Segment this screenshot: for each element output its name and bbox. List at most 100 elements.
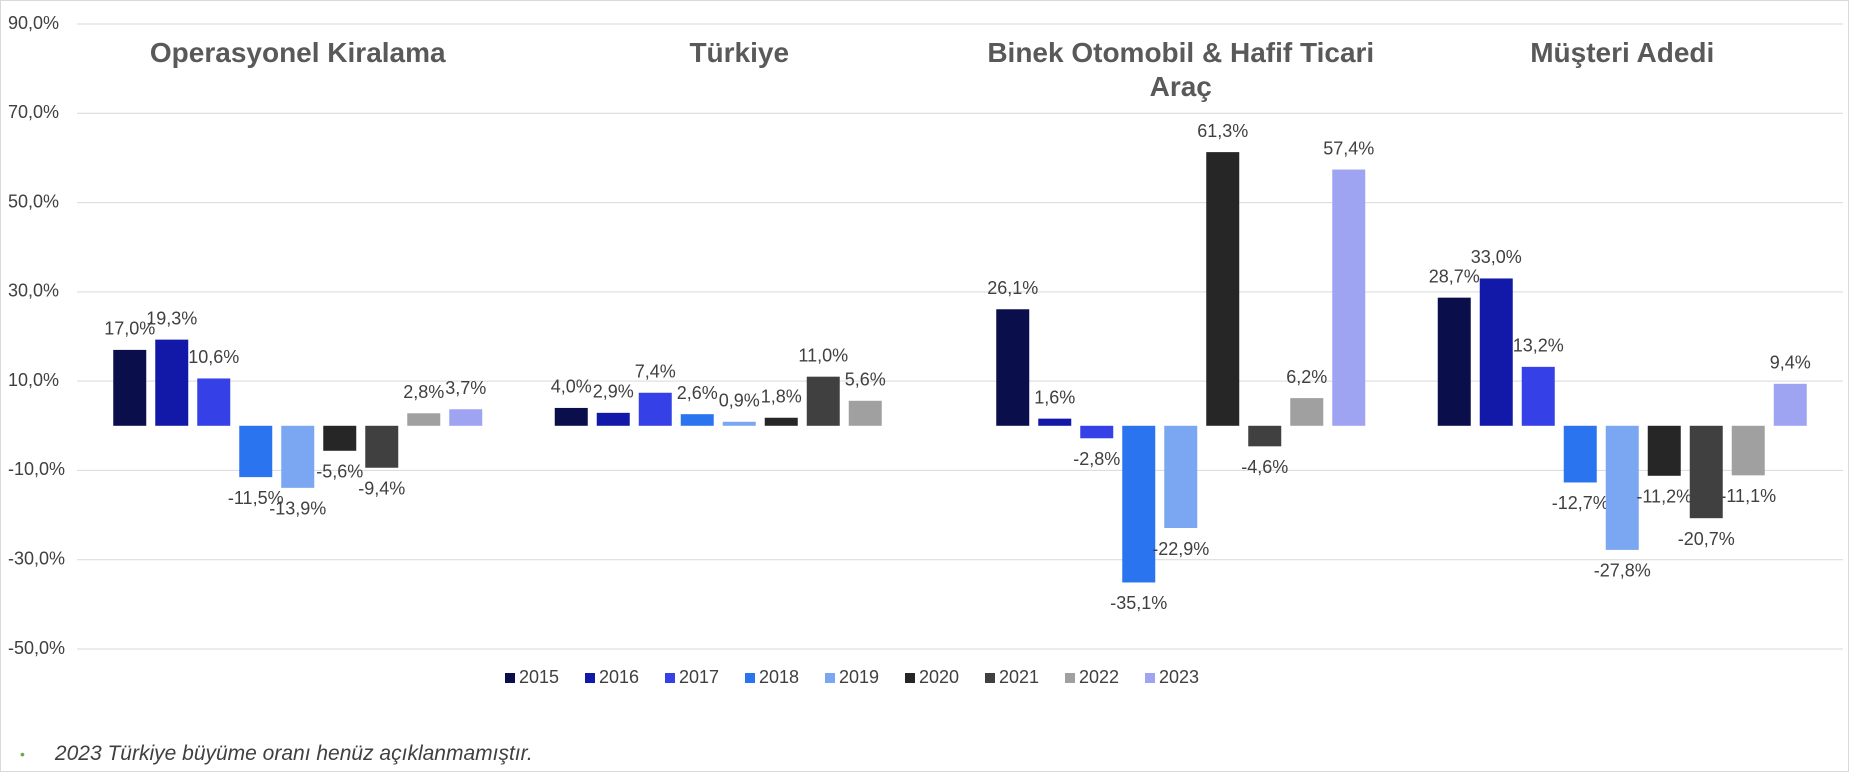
bar bbox=[365, 425, 399, 468]
y-tick-label: 30,0% bbox=[8, 281, 59, 301]
data-label: 33,0% bbox=[1471, 247, 1522, 267]
legend-swatch bbox=[665, 673, 675, 683]
bar bbox=[1521, 366, 1555, 426]
legend-swatch bbox=[905, 673, 915, 683]
data-label: -27,8% bbox=[1594, 561, 1651, 581]
y-tick-label: 90,0% bbox=[8, 13, 59, 33]
legend-swatch bbox=[1145, 673, 1155, 683]
y-tick-label: 50,0% bbox=[8, 191, 59, 211]
note-text: 2023 Türkiye büyüme oranı henüz açıklanm… bbox=[54, 742, 533, 765]
bar bbox=[596, 412, 630, 426]
data-label: 19,3% bbox=[146, 308, 197, 328]
data-label: -13,9% bbox=[269, 499, 326, 519]
bar bbox=[638, 392, 672, 426]
bar bbox=[281, 425, 315, 488]
group-title: Müşteri Adedi bbox=[1530, 37, 1715, 68]
data-label: 1,8% bbox=[761, 387, 802, 407]
bar bbox=[1038, 418, 1072, 426]
legend-label: 2017 bbox=[679, 667, 719, 687]
data-label: 61,3% bbox=[1197, 121, 1248, 141]
bar bbox=[680, 414, 714, 426]
bar bbox=[1164, 425, 1198, 529]
data-label: -20,7% bbox=[1678, 529, 1735, 549]
legend-swatch bbox=[745, 673, 755, 683]
data-label: 3,7% bbox=[445, 378, 486, 398]
bar bbox=[1563, 425, 1597, 483]
legend-label: 2020 bbox=[919, 667, 959, 687]
y-tick-label: 70,0% bbox=[8, 102, 59, 122]
y-tick-label: 10,0% bbox=[8, 370, 59, 390]
bar bbox=[848, 400, 882, 426]
bar bbox=[1773, 383, 1807, 426]
data-label: 2,9% bbox=[593, 382, 634, 402]
data-label: 0,9% bbox=[719, 391, 760, 411]
data-label: -4,6% bbox=[1241, 457, 1288, 477]
bar bbox=[1290, 398, 1324, 426]
bar bbox=[1731, 425, 1765, 476]
legend-label: 2016 bbox=[599, 667, 639, 687]
bar bbox=[554, 407, 588, 426]
bar bbox=[1332, 169, 1366, 426]
data-label: 5,6% bbox=[845, 370, 886, 390]
data-label: -35,1% bbox=[1110, 593, 1167, 613]
bar bbox=[1689, 425, 1723, 519]
data-label: 26,1% bbox=[987, 278, 1038, 298]
bar bbox=[449, 409, 483, 426]
data-label: 17,0% bbox=[104, 319, 155, 339]
data-label: 4,0% bbox=[551, 377, 592, 397]
legend-label: 2022 bbox=[1079, 667, 1119, 687]
data-label: 10,6% bbox=[188, 347, 239, 367]
bar bbox=[239, 425, 273, 478]
bar bbox=[764, 417, 798, 426]
bar bbox=[1206, 152, 1240, 426]
bar bbox=[1479, 278, 1513, 426]
bar bbox=[806, 376, 840, 426]
bar bbox=[323, 425, 357, 451]
bar bbox=[113, 349, 147, 426]
bar bbox=[407, 413, 441, 426]
bar bbox=[1080, 425, 1114, 439]
data-label: 57,4% bbox=[1323, 138, 1374, 158]
group-title: Operasyonel Kiralama bbox=[149, 37, 446, 68]
legend-label: 2018 bbox=[759, 667, 799, 687]
footnote: • 2023 Türkiye büyüme oranı henüz açıklan… bbox=[20, 742, 533, 766]
data-label: 11,0% bbox=[798, 345, 848, 365]
bar bbox=[1605, 425, 1639, 550]
bar bbox=[722, 421, 756, 426]
legend-swatch bbox=[505, 673, 515, 683]
legend-swatch bbox=[985, 673, 995, 683]
data-label: -12,7% bbox=[1552, 493, 1609, 513]
data-label: -5,6% bbox=[316, 462, 363, 482]
legend-label: 2023 bbox=[1159, 667, 1199, 687]
y-tick-label: -10,0% bbox=[8, 459, 65, 479]
data-label: -11,5% bbox=[228, 488, 284, 508]
bar bbox=[1437, 297, 1471, 426]
data-label: -9,4% bbox=[358, 479, 405, 499]
legend-swatch bbox=[1065, 673, 1075, 683]
bar bbox=[996, 309, 1030, 426]
data-label: 7,4% bbox=[635, 362, 676, 382]
data-label: -2,8% bbox=[1073, 449, 1120, 469]
legend-swatch bbox=[585, 673, 595, 683]
data-label: 6,2% bbox=[1286, 367, 1327, 387]
y-tick-label: -30,0% bbox=[8, 548, 65, 568]
y-tick-label: -50,0% bbox=[8, 638, 65, 658]
bar bbox=[1248, 425, 1282, 447]
data-label: -22,9% bbox=[1152, 539, 1209, 559]
group-title: Binek Otomobil & Hafif Ticari Araç bbox=[987, 37, 1375, 102]
bullet: • bbox=[20, 746, 25, 763]
legend-label: 2021 bbox=[999, 667, 1039, 687]
data-label: 2,6% bbox=[677, 383, 718, 403]
bar bbox=[197, 378, 231, 426]
data-label: 1,6% bbox=[1034, 387, 1075, 407]
legend-swatch bbox=[825, 673, 835, 683]
data-label: 13,2% bbox=[1513, 336, 1564, 356]
bar bbox=[1647, 425, 1681, 476]
bar bbox=[155, 339, 189, 426]
data-label: -11,2% bbox=[1636, 487, 1692, 507]
data-label: 9,4% bbox=[1770, 353, 1811, 373]
data-label: 2,8% bbox=[403, 382, 444, 402]
